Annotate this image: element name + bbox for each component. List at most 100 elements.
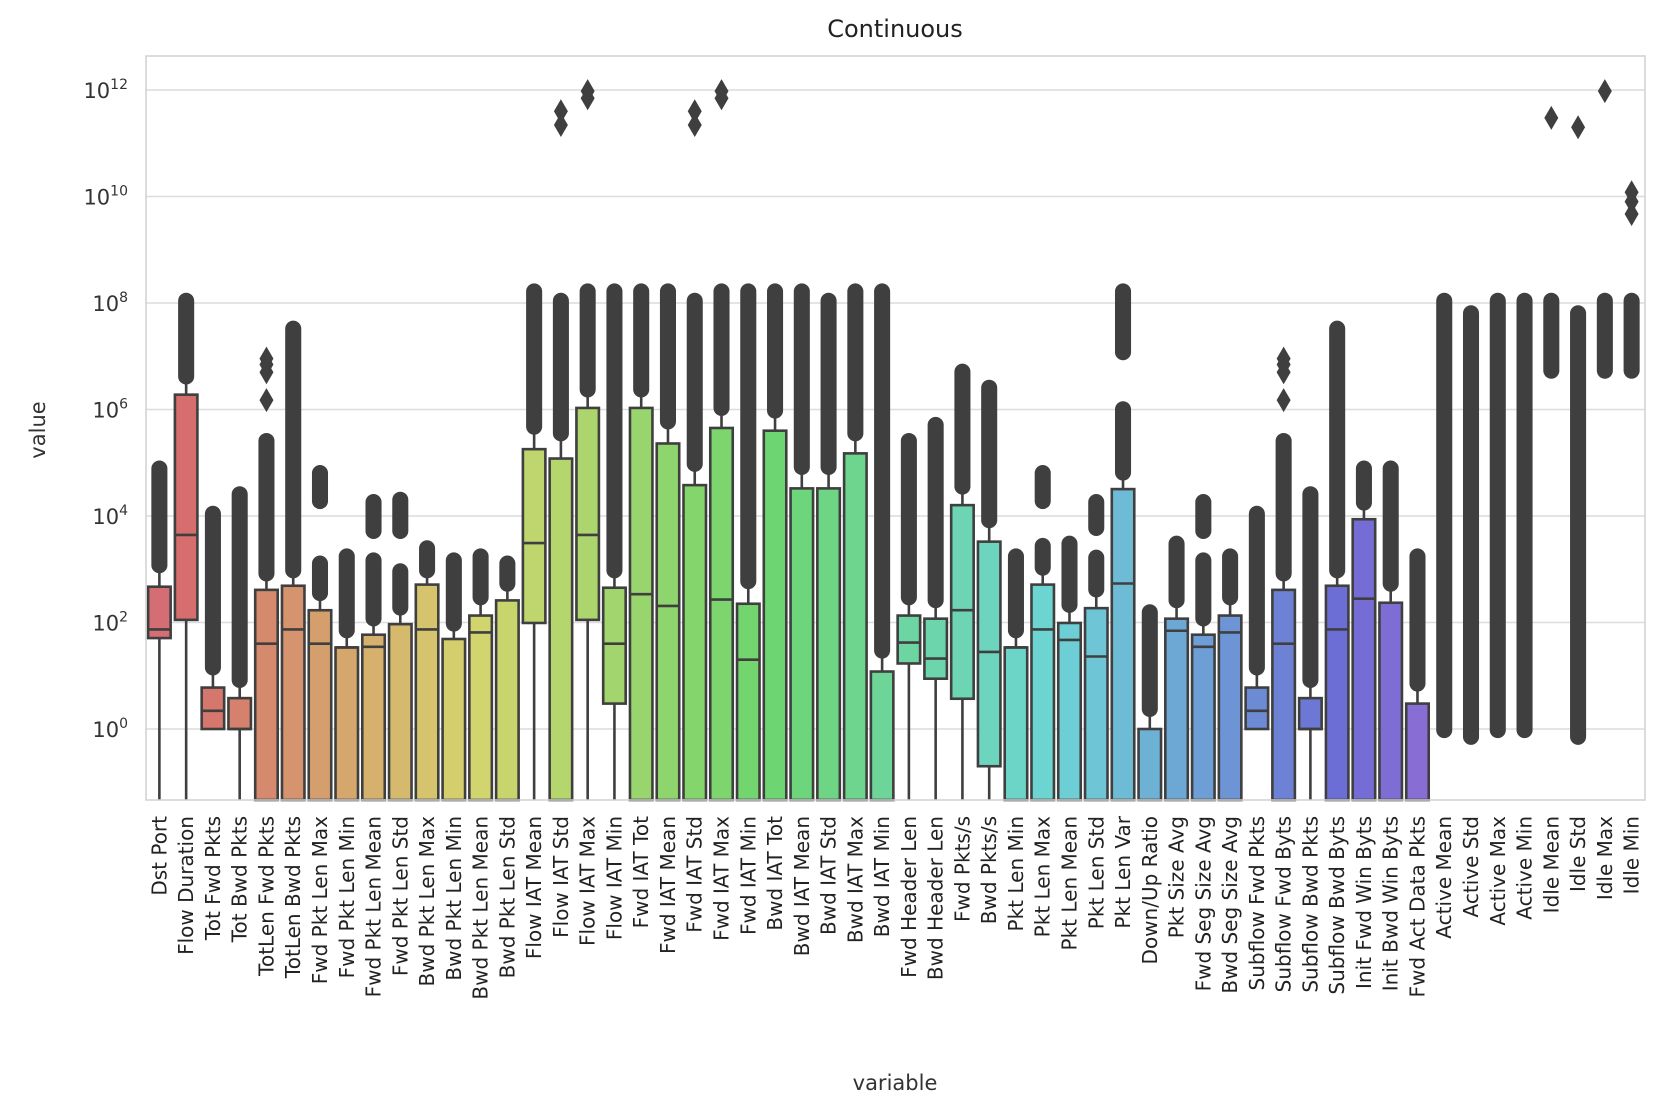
box-bwd-pkt-len-std (494, 555, 520, 802)
outlier-cluster (579, 283, 596, 398)
x-tick-label: Bwd Pkts/s (977, 816, 1001, 924)
outlier-point (687, 99, 702, 124)
outlier-cluster (1355, 460, 1372, 511)
outlier-point (1276, 388, 1291, 413)
box-bwd-header-len (923, 416, 949, 800)
outlier-cluster (231, 486, 248, 688)
box-iqr (896, 614, 922, 665)
box-bwd-pkts-s (976, 379, 1002, 800)
x-tick-label: Fwd Pkt Len Max (308, 816, 332, 984)
box-iqr (816, 487, 842, 802)
outlier-point (1571, 115, 1586, 140)
x-tick-label: Bwd Pkt Len Max (415, 816, 439, 987)
box-iqr (682, 483, 708, 802)
box-iqr (253, 588, 279, 802)
outlier-cluster (1302, 486, 1319, 688)
box-fwd-header-len (896, 432, 922, 800)
box-fwd-iat-max (708, 79, 735, 802)
outlier-cluster (1489, 292, 1506, 739)
y-tick-label: 1012 (83, 77, 128, 103)
x-tick-label: Tot Bwd Pkts (228, 816, 252, 943)
box-fwd-iat-std (682, 99, 708, 802)
outlier-cluster (392, 563, 409, 616)
box-fwd-iat-mean (655, 283, 681, 802)
x-tick-label: Pkt Size Avg (1165, 816, 1189, 938)
y-tick-label: 104 (92, 503, 128, 529)
outlier-point (1624, 180, 1639, 205)
x-tick-label: Subflow Fwd Byts (1272, 816, 1296, 992)
box-flow-iat-mean (521, 283, 547, 800)
x-tick-label: Bwd IAT Tot (763, 816, 787, 931)
x-tick-label: Pkt Len Var (1111, 815, 1135, 928)
outlier-cluster (981, 379, 998, 529)
box-pkt-len-var (1110, 283, 1136, 802)
box-iqr (923, 617, 949, 681)
box-iqr (307, 608, 333, 802)
box-iqr (869, 670, 895, 802)
box-iqr (949, 503, 975, 701)
outlier-cluster (606, 283, 623, 579)
x-tick-label: Active Min (1513, 816, 1537, 920)
outlier-point (1544, 105, 1559, 130)
x-tick-label: Flow IAT Mean (522, 816, 546, 959)
x-tick-label: Fwd Pkts/s (950, 816, 974, 922)
box-iqr (1217, 614, 1243, 802)
x-tick-label: Fwd IAT Tot (629, 816, 653, 929)
outlier-cluster (900, 432, 917, 606)
x-tick-label: Flow IAT Min (602, 816, 626, 940)
box-iqr (441, 637, 467, 802)
box-idle-max (1596, 79, 1613, 379)
x-tick-label: Active Max (1486, 816, 1510, 926)
y-tick-label: 100 (92, 716, 128, 742)
box-iqr (1083, 606, 1109, 802)
outlier-cluster (847, 283, 864, 442)
box-iqr (708, 426, 735, 802)
x-tick-label: Init Bwd Win Byts (1379, 816, 1403, 991)
x-tick-label: Active Mean (1432, 816, 1456, 939)
y-ticks: 100 102 104 106 108 1010 1012 (83, 77, 128, 742)
box-flow-iat-std (548, 99, 574, 802)
outlier-cluster (927, 416, 944, 609)
box-iqr (1003, 646, 1029, 802)
box-iqr (1110, 487, 1136, 802)
box-iqr (1137, 727, 1163, 802)
box-bwd-pkt-len-min (441, 552, 467, 802)
outlier-cluster (1061, 535, 1078, 613)
x-tick-label: Fwd Seg Size Avg (1191, 816, 1215, 991)
outlier-cluster (1275, 432, 1292, 582)
outlier-cluster (311, 464, 329, 510)
x-tick-label: Subflow Bwd Byts (1325, 816, 1349, 995)
box-iqr (200, 686, 226, 731)
box-iqr (762, 429, 788, 802)
outlier-cluster (1516, 292, 1533, 739)
box-pkt-len-std (1083, 493, 1109, 802)
y-tick-label: 106 (92, 397, 128, 423)
x-tick-label: Fwd Pkt Len Std (388, 816, 412, 976)
box-init-fwd-win-byts (1351, 460, 1377, 802)
outlier-cluster (392, 491, 409, 539)
x-tick-label: Down/Up Ratio (1138, 816, 1162, 964)
outlier-cluster (633, 283, 650, 398)
box-iqr (387, 622, 413, 802)
outlier-cluster (472, 548, 489, 606)
box-iqr (842, 452, 868, 802)
box-iqr (521, 447, 547, 625)
box-bwd-pkt-len-max (414, 540, 440, 802)
box-bwd-iat-mean (789, 283, 815, 802)
outlier-cluster (874, 283, 891, 659)
outlier-cluster (338, 548, 355, 639)
x-tick-label: Bwd Seg Size Avg (1218, 816, 1242, 994)
box-subflow-fwd-pkts (1244, 505, 1270, 731)
x-tick-label: Fwd Act Data Pkts (1405, 816, 1429, 997)
x-tick-label: Pkt Len Max (1031, 816, 1055, 937)
box-iqr (1244, 686, 1270, 731)
box-iqr (1030, 583, 1056, 802)
box-fwd-seg-size-avg (1190, 493, 1216, 802)
outlier-point (687, 113, 702, 138)
box-iqr (227, 696, 253, 731)
outlier-cluster (1114, 283, 1132, 361)
outlier-cluster (1436, 292, 1453, 739)
box-pkt-len-max (1030, 464, 1056, 802)
outlier-point (1276, 346, 1291, 371)
